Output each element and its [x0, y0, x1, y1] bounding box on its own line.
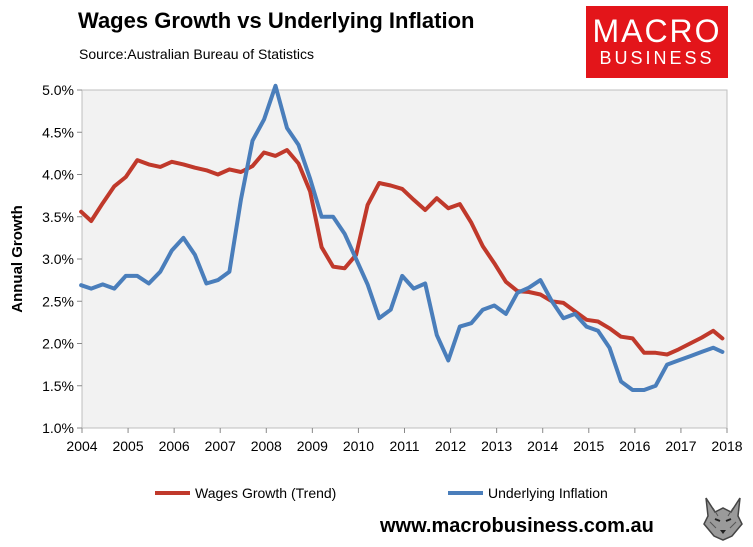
x-tick-label: 2010	[343, 438, 374, 454]
y-tick-label: 2.5%	[42, 293, 74, 309]
x-tick-label: 2014	[527, 438, 558, 454]
legend-label-inflation: Underlying Inflation	[488, 485, 608, 501]
x-tick-label: 2015	[573, 438, 604, 454]
chart-title: Wages Growth vs Underlying Inflation	[78, 8, 475, 33]
y-tick-label: 1.5%	[42, 378, 74, 394]
x-tick-label: 2013	[481, 438, 512, 454]
y-tick-label: 3.0%	[42, 251, 74, 267]
x-tick-label: 2011	[389, 438, 419, 454]
y-tick-label: 1.0%	[42, 420, 74, 436]
series-line-underlying-inflation	[79, 83, 725, 392]
legend: Wages Growth (Trend) Underlying Inflatio…	[155, 485, 608, 501]
y-tick-label: 4.0%	[42, 167, 74, 183]
x-tick-label: 2005	[112, 438, 143, 454]
x-tick-label: 2012	[435, 438, 466, 454]
x-tick-label: 2006	[159, 438, 190, 454]
wolf-icon	[698, 492, 748, 542]
x-tick-label: 2016	[619, 438, 650, 454]
x-tick-label: 2004	[66, 438, 97, 454]
x-tick-label: 2007	[205, 438, 236, 454]
series-line-wages-growth	[79, 148, 725, 357]
y-axis-label: Annual Growth	[9, 205, 26, 313]
y-tick-label: 5.0%	[42, 82, 74, 98]
y-tick-label: 4.5%	[42, 124, 74, 140]
logo-line-1: MACRO	[592, 13, 722, 49]
source-note: Source:Australian Bureau of Statistics	[79, 46, 315, 62]
macrobusiness-logo: MACRO BUSINESS	[586, 6, 728, 78]
x-tick-label: 2008	[251, 438, 282, 454]
x-tick-label: 2009	[297, 438, 328, 454]
website-url: www.macrobusiness.com.au	[380, 515, 654, 537]
logo-line-2: BUSINESS	[599, 48, 715, 68]
x-tick-label: 2017	[665, 438, 696, 454]
y-tick-label: 3.5%	[42, 209, 74, 225]
plot-area	[81, 89, 728, 429]
legend-label-wages: Wages Growth (Trend)	[195, 485, 336, 501]
x-tick-label: 2018	[711, 438, 742, 454]
y-tick-label: 2.0%	[42, 336, 74, 352]
